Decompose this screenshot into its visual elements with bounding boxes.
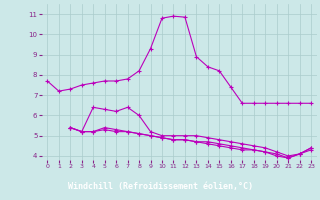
Text: Windchill (Refroidissement éolien,°C): Windchill (Refroidissement éolien,°C) [68, 182, 252, 192]
